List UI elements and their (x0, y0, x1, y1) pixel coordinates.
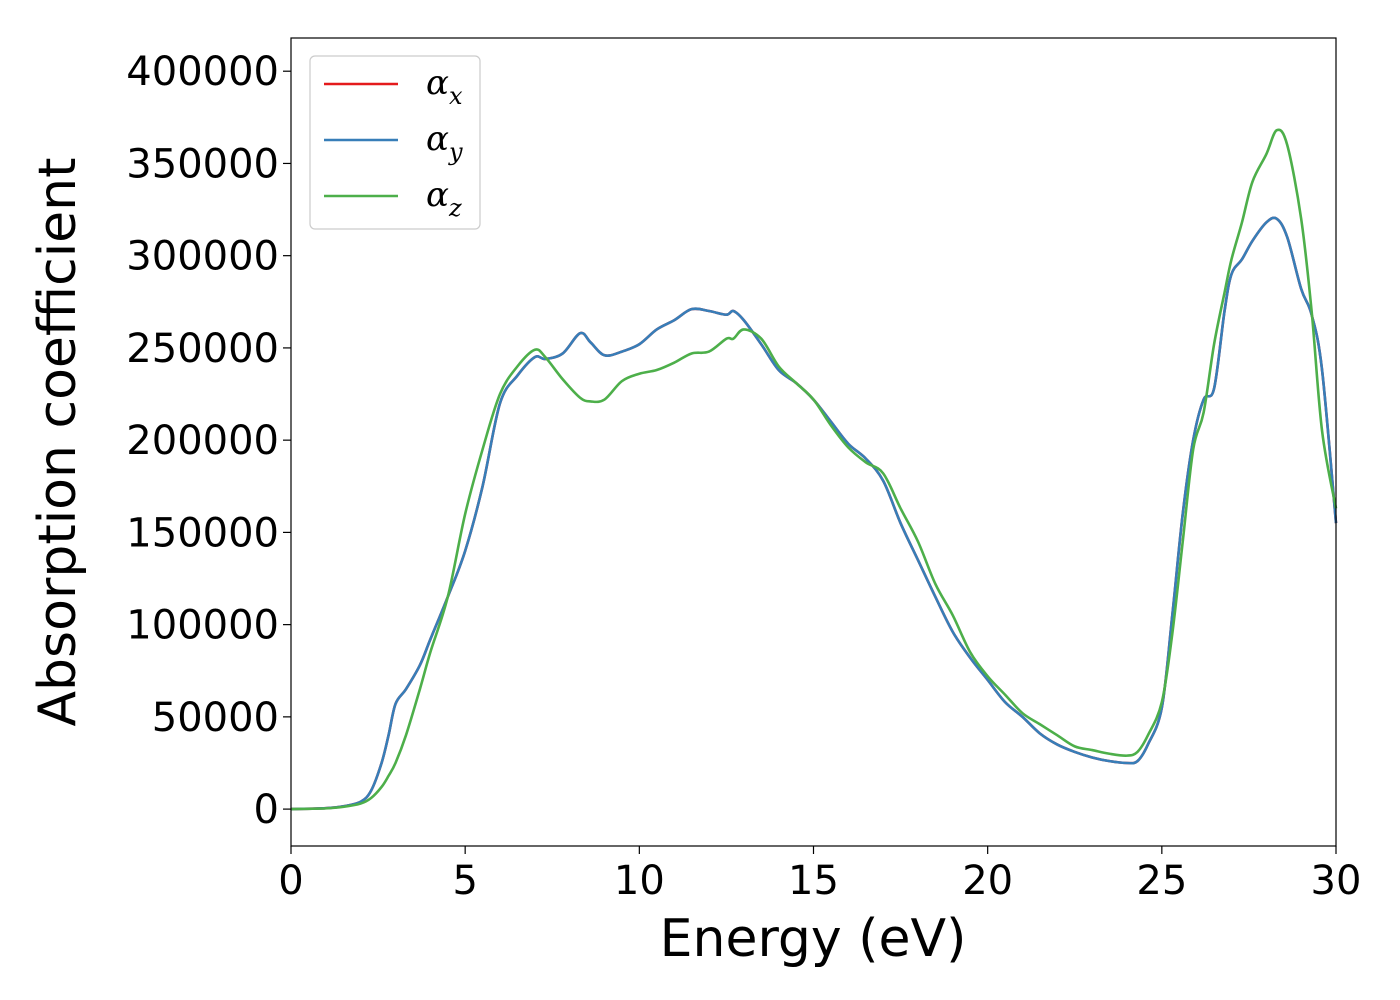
series-line-α-y (290, 216, 1338, 811)
x-tick-label: 10 (614, 858, 665, 904)
legend-box (309, 55, 481, 230)
y-tick-label: 100000 (126, 603, 279, 649)
x-tick-label: 30 (1311, 858, 1362, 904)
series-layer (290, 128, 1338, 811)
x-axis-ticks: 0 5 10 15 20 25 30 (278, 846, 1361, 904)
y-tick-label: 350000 (126, 141, 279, 187)
x-axis-title: Energy (eV) (660, 909, 967, 969)
series-line-α-x (290, 216, 1338, 811)
x-tick-label: 20 (962, 858, 1013, 904)
y-axis-title: Absorption coefficient (28, 157, 88, 726)
x-tick-label: 15 (788, 858, 839, 904)
y-tick-label: 250000 (126, 326, 279, 372)
x-tick-label: 25 (1136, 858, 1187, 904)
y-axis-ticks: 0 50000 100000 150000 200000 250000 300000 3500… (126, 49, 291, 833)
series-line-α-z (290, 128, 1338, 811)
x-tick-label: 0 (278, 858, 303, 904)
y-tick-label: 400000 (126, 49, 279, 95)
y-tick-label: 0 (254, 787, 279, 833)
y-tick-label: 200000 (126, 418, 279, 464)
y-tick-label: 150000 (126, 510, 279, 556)
x-tick-label: 5 (452, 858, 477, 904)
y-tick-label: 300000 (126, 234, 279, 280)
y-tick-label: 50000 (152, 695, 279, 741)
